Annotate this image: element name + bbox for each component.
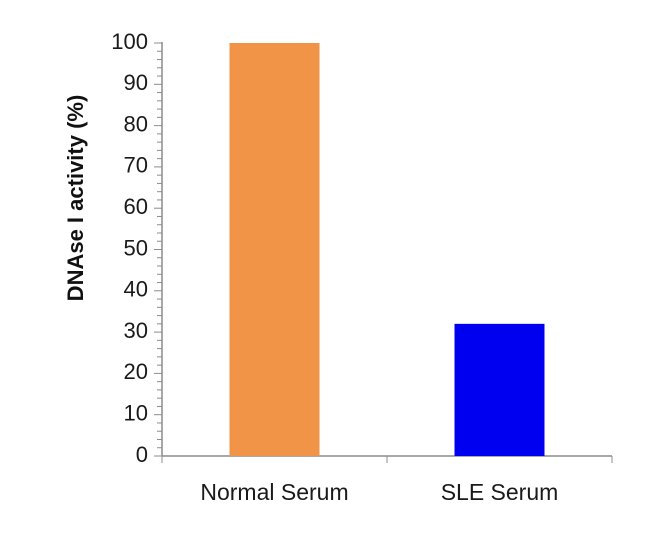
y-tick-label: 90	[124, 70, 148, 95]
bar	[229, 43, 320, 456]
y-tick-label: 20	[124, 359, 148, 384]
y-axis-title: DNAse I activity (%)	[63, 95, 88, 302]
y-tick-label: 70	[124, 153, 148, 178]
y-tick-label: 0	[136, 442, 148, 467]
bar	[454, 323, 545, 456]
y-tick-label: 40	[124, 277, 148, 302]
category-labels: Normal Serum SLE Serum	[200, 479, 558, 505]
x-category-label: SLE Serum	[441, 479, 559, 505]
bars	[229, 43, 545, 456]
y-tick-label: 50	[124, 235, 148, 260]
y-tick-label: 60	[124, 194, 148, 219]
y-tick-label: 30	[124, 318, 148, 343]
y-tick-label: 80	[124, 111, 148, 136]
y-tick-label: 100	[111, 29, 148, 54]
x-axis	[161, 455, 613, 463]
y-tick-label: 10	[124, 401, 148, 426]
x-category-label: Normal Serum	[200, 479, 348, 505]
y-axis: 0 10 20 30 40 50 60 70 80 90 100	[111, 29, 163, 467]
